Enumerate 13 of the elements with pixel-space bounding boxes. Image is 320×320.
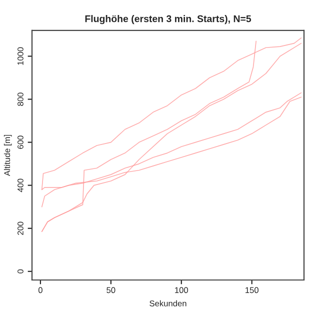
y-tick-label: 0 [18, 269, 24, 274]
x-tick-label: 150 [246, 287, 258, 294]
y-tick-label: 200 [18, 222, 24, 235]
chart-title: Flughöhe (ersten 3 min. Starts), N=5 [85, 15, 252, 24]
x-tick-label: 100 [175, 287, 188, 294]
x-axis-title: Sekunden [150, 300, 186, 306]
y-axis-title: Altitude [m] [4, 134, 12, 176]
x-tick-label: 0 [38, 287, 42, 294]
y-tick-label: 800 [18, 92, 24, 106]
y-tick-label: 600 [18, 136, 24, 149]
y-tick-label: 400 [18, 178, 24, 192]
x-tick-label: 50 [106, 287, 116, 294]
y-tick-label: 1000 [18, 47, 24, 65]
